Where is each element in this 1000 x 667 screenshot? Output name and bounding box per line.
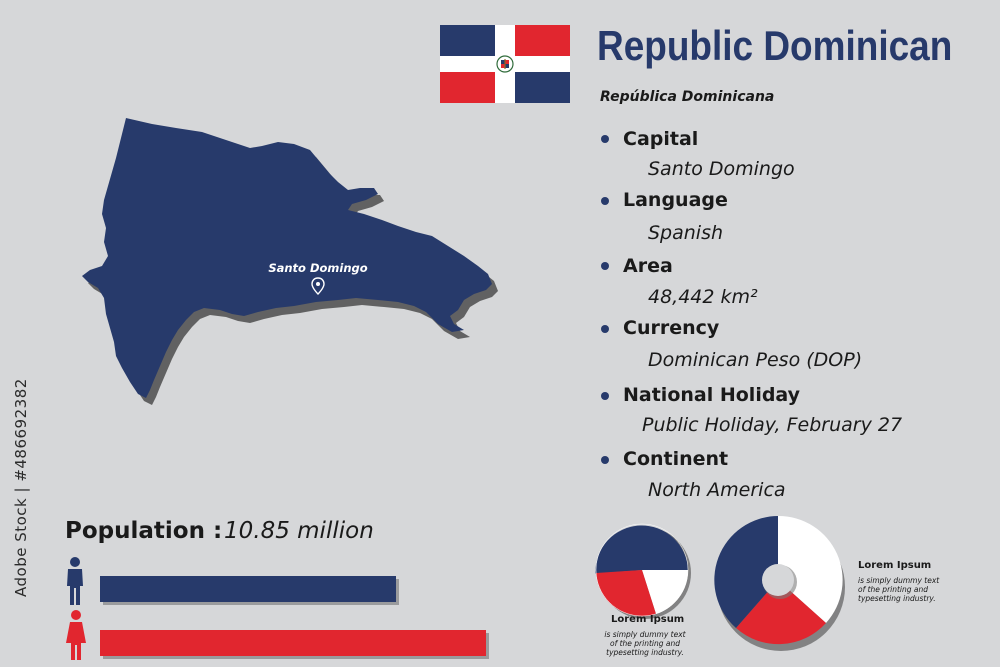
population-value: 10.85 million — [224, 518, 374, 544]
bullet-icon — [601, 392, 609, 400]
fact-label-currency: Currency — [623, 317, 720, 339]
fact-label-area: Area — [623, 255, 673, 277]
donut-slice-red — [736, 580, 826, 645]
small-pie-caption-text: is simply dummy text of the printing and… — [604, 630, 686, 657]
capital-label: Santo Domingo — [268, 261, 367, 275]
pie-slice-red — [596, 570, 656, 617]
country-map: Santo Domingo — [82, 118, 498, 405]
country-shape — [82, 118, 492, 398]
coat-of-arms-icon — [496, 55, 514, 73]
bullet-icon — [601, 456, 609, 464]
small-pie-caption-title: Lorem Ipsum — [611, 614, 685, 625]
fact-label-continent: Continent — [623, 448, 729, 470]
bullet-icon — [601, 262, 609, 270]
fact-value-currency: Dominican Peso (DOP) — [648, 349, 863, 371]
large-donut-caption-text: is simply dummy text of the printing and… — [858, 576, 940, 603]
female-person-icon — [66, 610, 86, 660]
donut-slice-white — [778, 515, 843, 623]
pie-slice-white — [642, 570, 689, 614]
fact-label-language: Language — [623, 189, 728, 211]
population-bar-male — [100, 576, 396, 602]
donut-slice-navy — [714, 516, 778, 628]
page-title: Republic Dominican — [597, 22, 953, 69]
pie-slice-navy — [595, 525, 688, 574]
fact-value-language: Spanish — [648, 222, 724, 244]
male-person-icon — [67, 557, 83, 605]
population-bar-female — [100, 630, 486, 656]
fact-value-area: 48,442 km² — [648, 286, 758, 308]
native-name: República Dominicana — [600, 89, 775, 105]
bullet-icon — [601, 197, 609, 205]
stock-id: Adobe Stock | #486692382 — [12, 378, 30, 597]
fact-value-national-holiday: Public Holiday, February 27 — [642, 414, 903, 436]
large-donut-chart — [714, 515, 845, 651]
fact-label-capital: Capital — [623, 128, 699, 150]
population-label: Population : — [65, 518, 223, 544]
fact-value-continent: North America — [648, 479, 786, 501]
location-pin-icon — [311, 277, 325, 295]
dominican-flag — [440, 25, 570, 103]
large-donut-caption-title: Lorem Ipsum — [858, 560, 932, 571]
small-pie-chart — [595, 523, 691, 619]
bullet-icon — [601, 135, 609, 143]
bullet-icon — [601, 325, 609, 333]
fact-label-national-holiday: National Holiday — [623, 384, 801, 406]
fact-value-capital: Santo Domingo — [648, 158, 795, 180]
